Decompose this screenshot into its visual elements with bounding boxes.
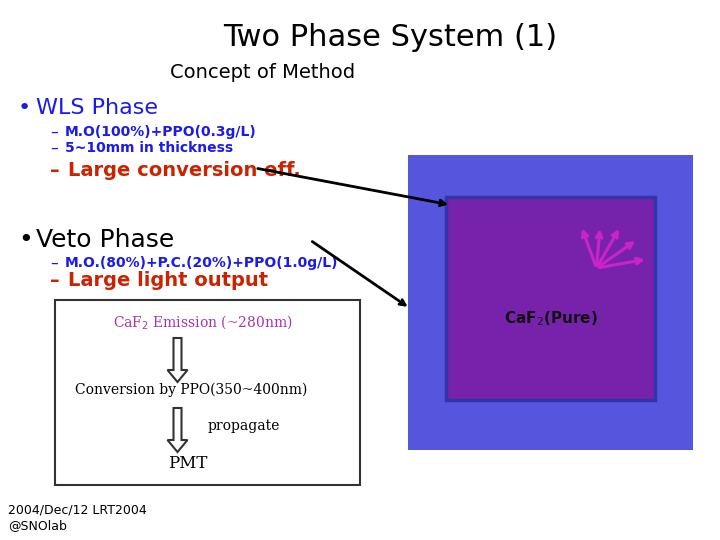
Text: –: – xyxy=(50,125,58,139)
Text: –: – xyxy=(50,255,58,271)
Text: M.O(100%)+PPO(0.3g/L): M.O(100%)+PPO(0.3g/L) xyxy=(65,125,257,139)
Text: propagate: propagate xyxy=(207,419,280,433)
Text: Veto Phase: Veto Phase xyxy=(36,228,174,252)
Text: Large light output: Large light output xyxy=(68,272,268,291)
Text: M.O.(80%)+P.C.(20%)+PPO(1.0g/L): M.O.(80%)+P.C.(20%)+PPO(1.0g/L) xyxy=(65,256,338,270)
Text: PMT: PMT xyxy=(168,455,207,471)
Text: WLS Phase: WLS Phase xyxy=(36,98,158,118)
Text: 2004/Dec/12 LRT2004: 2004/Dec/12 LRT2004 xyxy=(8,503,147,516)
Text: –: – xyxy=(50,272,60,291)
Text: Two Phase System (1): Two Phase System (1) xyxy=(223,24,557,52)
Text: •: • xyxy=(18,98,31,118)
Text: –: – xyxy=(50,160,60,179)
Text: Concept of Method: Concept of Method xyxy=(170,63,355,82)
Text: •: • xyxy=(18,228,32,252)
Bar xyxy=(408,155,693,450)
FancyArrow shape xyxy=(168,408,187,452)
Text: CaF$_2$(Pure): CaF$_2$(Pure) xyxy=(503,309,598,328)
Text: Conversion by PPO(350~400nm): Conversion by PPO(350~400nm) xyxy=(75,383,307,397)
Text: –: – xyxy=(50,140,58,156)
Text: Large conversion eff.: Large conversion eff. xyxy=(68,160,301,179)
Bar xyxy=(446,197,655,400)
FancyArrow shape xyxy=(168,338,187,382)
Bar xyxy=(55,300,360,485)
Text: @SNOlab: @SNOlab xyxy=(8,519,67,532)
Text: CaF$_2$ Emission (~280nm): CaF$_2$ Emission (~280nm) xyxy=(113,313,292,331)
Text: 5~10mm in thickness: 5~10mm in thickness xyxy=(65,141,233,155)
